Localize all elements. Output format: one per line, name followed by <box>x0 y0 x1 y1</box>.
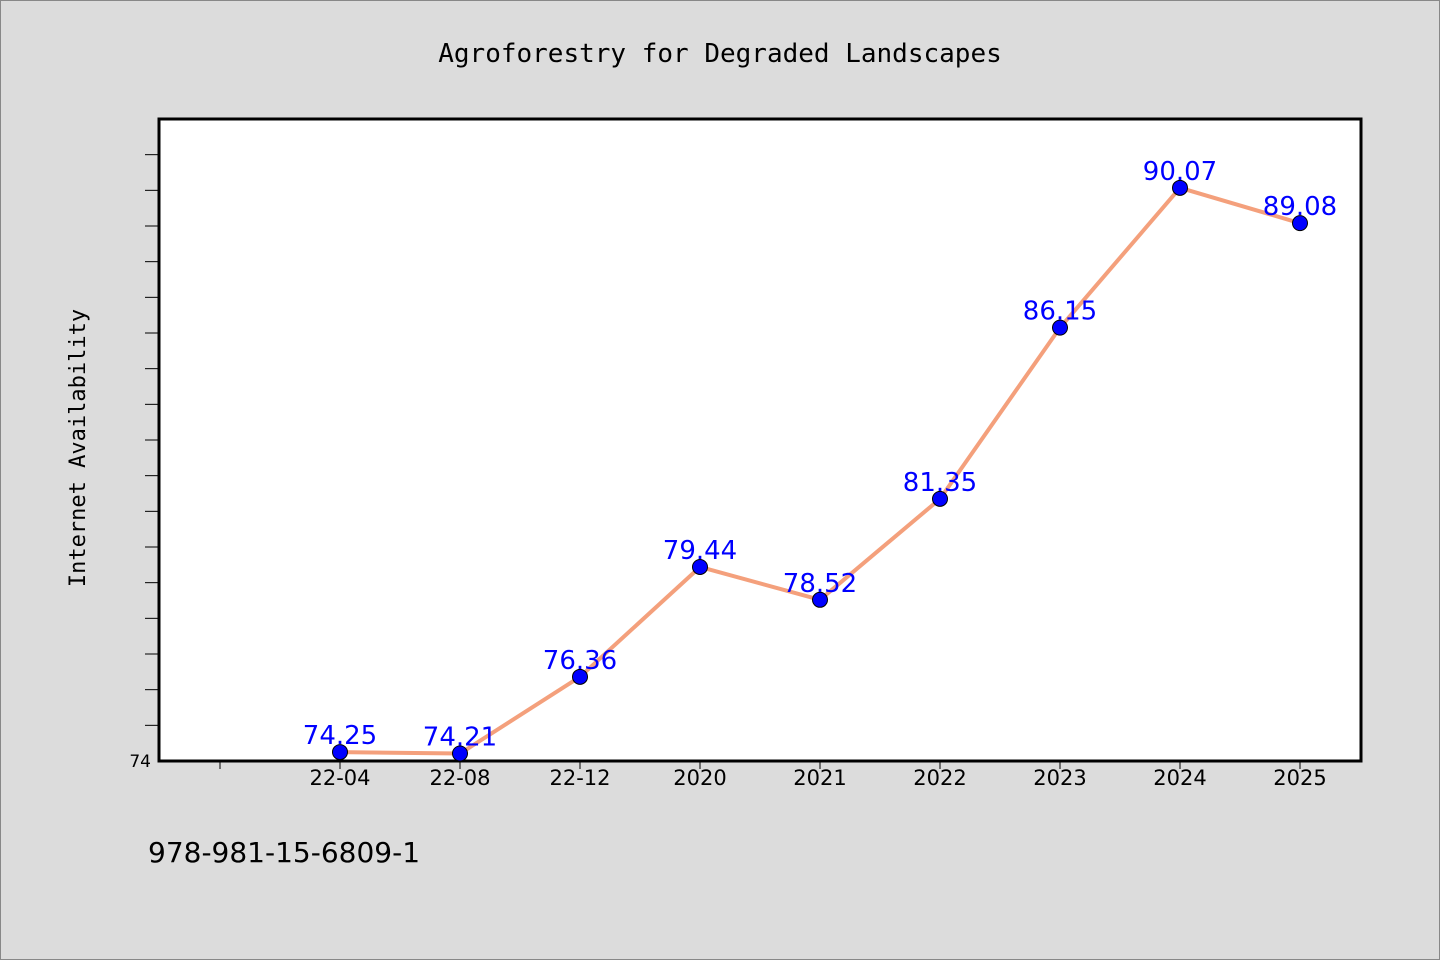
data-point <box>812 591 828 608</box>
data-point <box>1052 319 1068 336</box>
x-tick-label: 2023 <box>1033 766 1086 790</box>
data-label: 89.08 <box>1263 192 1337 222</box>
x-tick-label: 2020 <box>673 766 726 790</box>
data-point <box>572 668 588 685</box>
y-tick-label: 74 <box>129 752 151 772</box>
x-tick-label: 2024 <box>1153 766 1206 790</box>
data-point <box>932 490 948 507</box>
data-label: 78.52 <box>783 569 857 599</box>
data-label: 76.36 <box>543 646 617 676</box>
data-point <box>1292 215 1308 232</box>
data-label: 74.25 <box>303 721 377 751</box>
x-tick-label: 2022 <box>913 766 966 790</box>
data-labels: 74.25 74.21 76.36 79.44 78.52 81.35 86.15 90.07… <box>303 157 1337 753</box>
plot-area <box>157 117 1363 763</box>
data-point <box>692 558 708 575</box>
x-axis-ticks: 22-04 22-08 22-12 2020 2021 2022 2023 2024 2025 <box>219 761 1327 790</box>
data-label: 81.35 <box>903 468 977 498</box>
data-label: 86.15 <box>1023 297 1097 327</box>
y-axis-label: Internet Availability <box>66 309 91 587</box>
chart-title: Agroforestry for Degraded Landscapes <box>438 39 1002 69</box>
data-markers <box>332 179 1308 762</box>
data-label: 90.07 <box>1143 157 1217 187</box>
data-point <box>452 745 468 762</box>
y-axis-ticks: 74 <box>129 154 159 772</box>
x-tick-label: 22-04 <box>309 766 370 790</box>
x-tick-label: 2021 <box>793 766 846 790</box>
data-point <box>1172 179 1188 196</box>
x-tick-label: 2025 <box>1273 766 1326 790</box>
data-label: 74.21 <box>423 723 497 753</box>
data-label: 79.44 <box>663 536 737 566</box>
data-point <box>332 744 348 761</box>
x-tick-label: 22-12 <box>549 766 610 790</box>
isbn-text: 978-981-15-6809-1 <box>148 836 420 869</box>
x-tick-label: 22-08 <box>429 766 490 790</box>
